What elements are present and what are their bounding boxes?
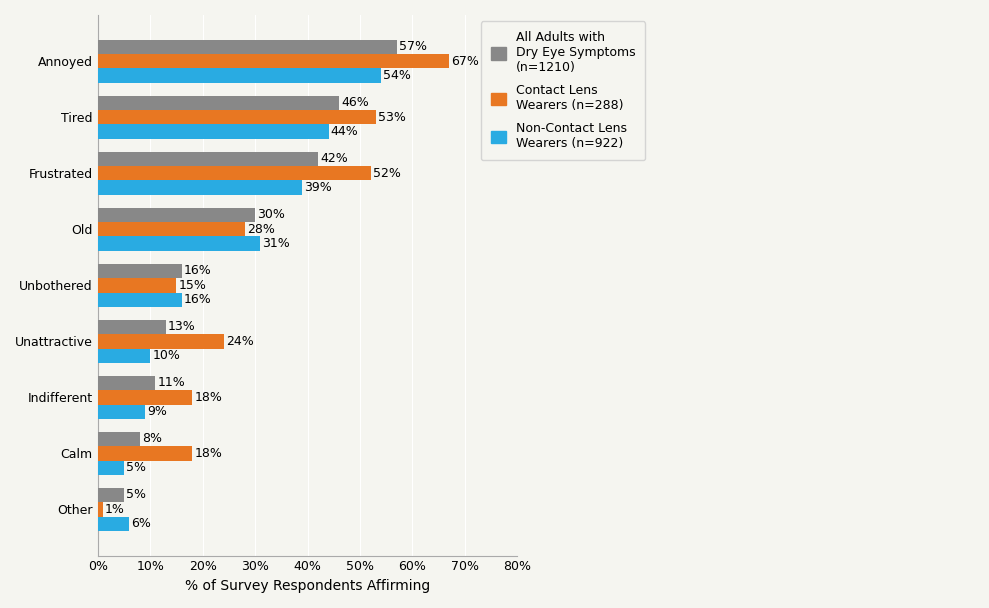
X-axis label: % of Survey Respondents Affirming: % of Survey Respondents Affirming (185, 579, 430, 593)
Bar (98, 151, 318, 166)
Text: 31%: 31% (262, 237, 290, 250)
Bar (98, 348, 150, 363)
Text: 10%: 10% (152, 349, 180, 362)
Bar (98, 432, 139, 446)
Text: 15%: 15% (179, 279, 207, 292)
Text: 39%: 39% (305, 181, 332, 194)
Text: 5%: 5% (126, 461, 146, 474)
Bar (98, 54, 449, 69)
Bar (98, 278, 176, 292)
Bar (98, 517, 130, 531)
Bar (98, 376, 155, 390)
Text: 18%: 18% (194, 447, 223, 460)
Text: 28%: 28% (246, 223, 275, 236)
Bar (98, 488, 124, 502)
Bar (98, 404, 145, 419)
Text: 42%: 42% (320, 153, 348, 165)
Text: 53%: 53% (378, 111, 405, 124)
Text: 24%: 24% (225, 335, 253, 348)
Text: 52%: 52% (373, 167, 401, 180)
Bar (98, 334, 224, 348)
Bar (98, 40, 397, 54)
Bar (98, 110, 376, 125)
Bar (98, 446, 192, 460)
Text: 44%: 44% (330, 125, 358, 138)
Text: 57%: 57% (399, 40, 427, 54)
Text: 67%: 67% (451, 55, 480, 67)
Text: 16%: 16% (184, 264, 212, 277)
Bar (98, 237, 260, 251)
Bar (98, 207, 255, 222)
Bar (98, 460, 124, 475)
Text: 18%: 18% (194, 391, 223, 404)
Bar (98, 95, 339, 110)
Bar (98, 502, 103, 517)
Bar (98, 181, 303, 195)
Bar (98, 125, 328, 139)
Text: 11%: 11% (157, 376, 185, 389)
Bar (98, 320, 166, 334)
Bar (98, 222, 244, 237)
Text: 5%: 5% (126, 488, 146, 502)
Text: 8%: 8% (141, 432, 162, 446)
Bar (98, 390, 192, 404)
Text: 1%: 1% (105, 503, 125, 516)
Text: 13%: 13% (168, 320, 196, 333)
Text: 9%: 9% (147, 406, 167, 418)
Bar (98, 264, 182, 278)
Text: 30%: 30% (257, 209, 285, 221)
Bar (98, 166, 371, 181)
Text: 6%: 6% (132, 517, 151, 530)
Legend: All Adults with
Dry Eye Symptoms
(n=1210), Contact Lens
Wearers (n=288), Non-Con: All Adults with Dry Eye Symptoms (n=1210… (481, 21, 646, 161)
Text: 46%: 46% (341, 96, 369, 109)
Text: 54%: 54% (383, 69, 411, 82)
Text: 16%: 16% (184, 293, 212, 306)
Bar (98, 69, 381, 83)
Bar (98, 292, 182, 307)
